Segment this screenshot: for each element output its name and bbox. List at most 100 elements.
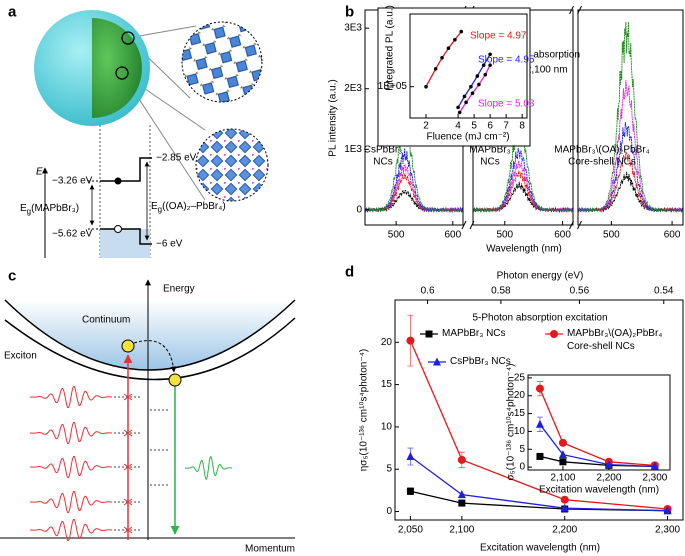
gap-sub: g [158,205,162,214]
hole [114,225,122,233]
marker [440,55,444,60]
marker [550,330,558,338]
annotation: 5-Photon absorption [490,50,580,61]
band-label: Continuum [82,315,130,326]
marker [470,91,475,95]
exciton-band [4,317,296,381]
y-axis-label: Integrated PL (a.u.) [385,5,396,91]
relaxation-arrow [133,340,177,373]
level-label: −2.85 eV [156,153,197,164]
x-tick-label: 500 [603,230,620,241]
marker [535,419,544,428]
wave-packet [185,455,232,481]
annotation: 5-Photon absorption excitation [472,313,607,324]
marker [469,84,473,89]
cross [123,429,133,437]
marker [406,336,415,345]
marker [558,450,567,459]
wave-packet [30,456,112,478]
x2-tick-label: 0.6 [421,286,435,297]
gap-symbol: E [20,203,27,214]
marker [559,458,567,466]
legend-entry: MAPbBr₃\(OA)₂PbBr₄ Core-shell NCs [567,328,663,352]
carrier [121,339,135,353]
slope-label: Slope = 4.95 [478,55,535,66]
marker [558,438,567,447]
panel-label: d [345,264,354,281]
segment-label: CsPbBr₃ [364,145,403,156]
annotation: λₑₓ = 2,100 nm [502,65,567,76]
axis-label: Momentum [245,544,295,555]
series-line [539,388,655,467]
y-tick-label: 20 [381,337,393,348]
y-axis-label: σ₅(10⁻¹³⁶ cm¹⁰s⁴photon⁻⁴) [506,364,517,481]
marker [424,84,428,89]
marker [406,452,415,461]
y-tick-label: 10 [514,426,526,437]
axis-label: E [36,167,43,178]
marker [560,503,569,512]
legend-label: MAPbBr₃\(OA)₂PbBr₄ Core-shell NCs [567,328,663,352]
marker [433,357,441,366]
x-tick-label: 600 [554,230,571,241]
marker [477,82,481,87]
series-line [410,455,668,512]
gap-label: Eg(MAPbBr₃) [20,203,79,216]
series-line [457,53,491,108]
legend-entry: CsPbBr₃ NCs [450,356,511,367]
electron [114,177,122,185]
legend-label: MAPbBr₃ NCs [442,328,506,339]
y-tick-label: 2E3 [344,83,362,94]
x-tick-label: 2,050 [398,525,423,536]
y-tick-label: 3E3 [344,23,362,34]
x-tick-label: 7 [503,121,509,132]
x-axis-label: Excitation wavelength (nm) [539,485,659,496]
crystal-view [181,21,263,103]
continuum-band [4,299,296,371]
inset-box [377,7,531,147]
zoom-spot [121,31,135,45]
slope-label: Slope = 4.97 [470,31,527,42]
y-tick-label: 0 [519,462,525,473]
wave-packet [30,422,112,444]
level-label: −3.26 eV [52,176,93,187]
legend-entry: MAPbBr₃ NCs [442,328,506,339]
spectrum [577,151,684,213]
marker [459,29,464,34]
y-tick-label: 1E+05 [378,81,408,92]
x-tick-label: 2,200 [552,525,577,536]
marker [458,499,466,507]
conduction-level [100,157,152,182]
segment-label: MAPbBr₃\(OA)₂PbBr₄ [554,145,649,156]
y-axis-label: PL intensity (a.u.) [328,79,339,156]
x-axis-label: Wavelength (nm) [486,244,562,255]
gap-symbol: E [151,201,158,212]
spectrum [472,181,574,213]
level-label: −5.62 eV [52,229,93,240]
x-tick-label: 2 [423,121,429,132]
series-line [409,340,668,510]
x-axis-label: Excitation wavelength (nm) [480,543,600,554]
panel-a: a E −3.26 eV −2.85 eV −5.62 eV −6 eV Eg(… [8,4,270,258]
segment-label: Core-shell NCs [568,157,636,168]
spectrum [578,21,684,214]
panel-c: c Energy Momentum Continuum Exciton [0,268,296,555]
zoom-spot [115,66,129,80]
cross [123,463,133,471]
spectrum [577,171,684,213]
wave-packet [30,491,112,513]
marker [464,100,468,105]
y-tick-label: 0 [356,204,362,215]
cross [123,526,133,534]
legend-label: CsPbBr₃ NCs [450,356,511,367]
x-axis-label: Fluence (mJ cm⁻²) [426,132,509,143]
wave-packet [30,519,112,541]
marker [560,495,569,504]
level-label: −6 eV [156,239,183,250]
y-tick-label: 15 [514,408,526,419]
axis-break [461,220,475,230]
marker [650,461,659,470]
carrier [168,373,182,387]
